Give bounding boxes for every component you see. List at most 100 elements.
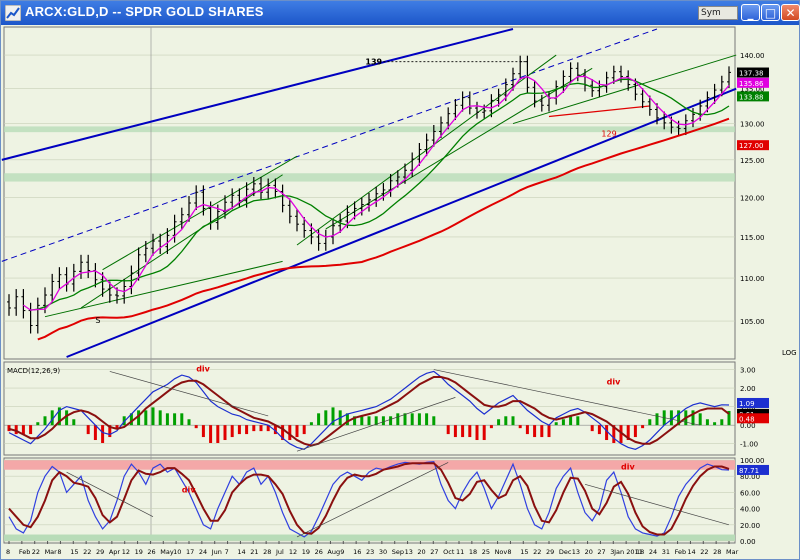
x-tick-label: Feb: [675, 548, 687, 556]
macd-histogram-bar: [324, 410, 328, 426]
price-value-tag: 127.00: [739, 142, 764, 150]
x-tick-label: 19: [135, 548, 143, 556]
macd-histogram-bar: [281, 425, 285, 441]
macd-histogram-bar: [489, 425, 493, 429]
green-channel-e: [325, 67, 593, 230]
macd-histogram-bar: [295, 425, 299, 438]
macd-histogram-bar: [417, 413, 421, 426]
title-bar[interactable]: ARCX:GLD,D -- SPDR GOLD SHARES Sym _ □ ✕: [1, 1, 800, 25]
macd-histogram-bar: [381, 416, 385, 426]
price-value-tag: 137.38: [739, 70, 764, 78]
macd-histogram-bar: [446, 425, 450, 435]
macd-histogram-bar: [259, 425, 263, 432]
close-button[interactable]: ✕: [781, 4, 800, 21]
macd-histogram-bar: [605, 425, 609, 441]
x-tick-label: 8: [507, 548, 511, 556]
x-tick-label: Apr: [109, 548, 121, 556]
x-tick-label: 24: [649, 548, 657, 556]
macd-histogram-bar: [86, 425, 90, 435]
stoch-d-line: [8, 462, 730, 536]
stoch-div-label: div: [182, 485, 196, 494]
price-value-tag-bg: [737, 77, 769, 88]
macd-layer: MACD(12,26,9) div div: [4, 364, 735, 452]
macd-tick-label: -1.00: [740, 441, 758, 449]
x-tick-label: 9: [340, 548, 344, 556]
x-tick-label: 26: [315, 548, 323, 556]
macd-histogram-bar: [101, 425, 105, 443]
macd-histogram-bar: [698, 413, 702, 426]
minimize-button[interactable]: _: [741, 4, 760, 21]
macd-histogram-bar: [619, 425, 623, 443]
macd-histogram-bar: [720, 419, 724, 426]
x-tick-label: 8: [57, 548, 61, 556]
macd-histogram-bar: [309, 422, 313, 426]
x-tick-label: 27: [597, 548, 605, 556]
macd-histogram-bar: [468, 425, 472, 438]
macd-signal-line: [8, 376, 730, 447]
macd-histogram-bar: [165, 413, 169, 426]
stoch-value-tag-bg: [737, 464, 769, 475]
x-tick-label: 30: [379, 548, 387, 556]
x-tick-label: Nov: [495, 548, 508, 556]
macd-histogram-bar: [302, 425, 306, 435]
macd-histogram-bar: [569, 416, 573, 426]
x-tick-label: 8: [6, 548, 10, 556]
green-channel-b: [80, 174, 283, 309]
macd-histogram-bar: [209, 425, 213, 443]
macd-histogram-bar: [705, 419, 709, 426]
macd-histogram-bar: [50, 410, 54, 426]
symbol-button[interactable]: Sym: [698, 6, 738, 20]
macd-histogram-bar: [511, 416, 515, 426]
macd-histogram-bar: [223, 425, 227, 441]
stoch-trendline-c: [584, 483, 730, 526]
price-tick-label: 125.00: [740, 157, 765, 165]
annotation-s: S: [95, 316, 100, 325]
macd-tick-label: 0.00: [740, 422, 756, 430]
x-tick-label: Oct: [443, 548, 455, 556]
annotation-129: 129: [601, 129, 616, 138]
support-129-line: [548, 105, 650, 118]
macd-histogram-bar: [288, 425, 292, 441]
macd-histogram-bar: [137, 410, 141, 426]
x-tick-label: 12: [122, 548, 130, 556]
mid-channel-dashed: [1, 28, 658, 262]
log-scale-label: LOG: [782, 349, 797, 357]
macd-histogram-bar: [461, 425, 465, 438]
macd-histogram-bar: [7, 425, 11, 432]
macd-value-tag-bg: [737, 413, 769, 424]
macd-histogram-bar: [245, 425, 249, 435]
stoch-tick-label: 40.00: [740, 506, 760, 514]
macd-histogram-bar: [216, 425, 220, 443]
macd-histogram-bar: [612, 425, 616, 443]
macd-histogram-bar: [525, 425, 529, 435]
x-tick-label: 22: [83, 548, 91, 556]
price-value-tag-bg: [737, 140, 769, 151]
macd-histogram-bar: [273, 425, 277, 435]
axis-layer: 105.00110.00115.00120.00125.00130.00135.…: [6, 52, 797, 556]
x-tick-label: 13: [572, 548, 580, 556]
maximize-button[interactable]: □: [761, 4, 780, 21]
x-tick-label: 14: [687, 548, 695, 556]
x-tick-label: 17: [186, 548, 194, 556]
x-tick-label: 29: [96, 548, 104, 556]
x-tick-label: 15: [70, 548, 78, 556]
annotation-139: 139: [365, 58, 382, 67]
symbol-button-label: Sym: [701, 8, 721, 18]
macd-histogram-bar: [533, 425, 537, 438]
x-tick-label: Mar: [45, 548, 58, 556]
price-value-tag-bg: [737, 67, 769, 78]
macd-histogram-bar: [626, 425, 630, 441]
stoch-tick-label: 60.00: [740, 489, 760, 497]
x-tick-label: 26: [147, 548, 155, 556]
x-tick-label: 11: [456, 548, 464, 556]
macd-value-tag: 1.09: [739, 400, 755, 408]
price-value-tag: 133.88: [739, 93, 764, 101]
macd-tick-label: 3.00: [740, 367, 756, 375]
macd-histogram-bar: [57, 407, 61, 426]
macd-histogram-bar: [554, 422, 558, 426]
stoch-value-tag: 87.71: [739, 467, 759, 475]
macd-histogram-bar: [252, 425, 256, 432]
macd-histogram-bar: [115, 425, 119, 429]
macd-histogram-bar: [518, 425, 522, 429]
